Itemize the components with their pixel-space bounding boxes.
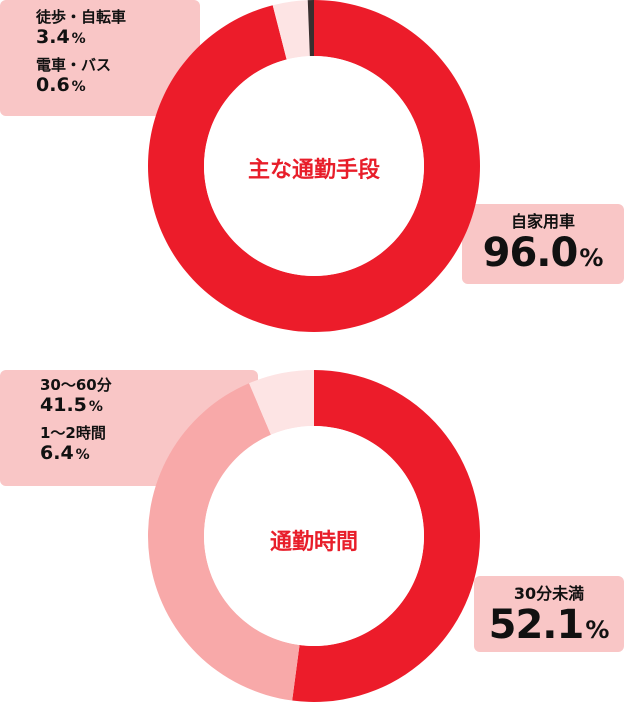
donut-slice-0 (292, 370, 480, 702)
donut-slice-1 (148, 383, 300, 701)
legend-box-minor: 徒歩・自転車 3.4% 電車・バス 0.6% (0, 0, 200, 116)
donut-chart (148, 370, 480, 702)
slice-value: 3.4 (36, 26, 70, 48)
slice-label: 電車・バス (36, 56, 112, 74)
slice-label: 1〜2時間 (40, 424, 106, 442)
donut-hole (204, 56, 424, 276)
slice-label: 30〜60分 (40, 376, 112, 394)
donut-slice-2 (249, 370, 314, 435)
donut-chart (148, 0, 480, 332)
chart-commute-time: 30〜60分 41.5% 1〜2時間 6.4% 30分未満 52.1% 通勤時間 (0, 360, 624, 703)
donut-slice-2 (307, 0, 314, 57)
slice-value: 6.4 (40, 442, 74, 464)
slice-value: 0.6 (36, 74, 70, 96)
donut-slice-0 (148, 0, 480, 332)
donut-slice-1 (272, 0, 310, 60)
chart-title: 通勤時間 (269, 530, 358, 555)
slice-label: 徒歩・自転車 (36, 8, 127, 26)
chart-commute-method: 徒歩・自転車 3.4% 電車・バス 0.6% 自家用車 96.0% 主な通勤手段 (0, 0, 624, 340)
legend-box-major: 自家用車 96.0% (462, 204, 624, 284)
slice-value: 41.5 (40, 394, 87, 416)
chart-title: 主な通勤手段 (247, 158, 380, 183)
slice-label: 自家用車 (510, 212, 575, 231)
slice-value: 96.0 (482, 230, 579, 276)
slice-label: 30分未満 (513, 584, 585, 603)
donut-hole (204, 426, 424, 646)
slice-value: 52.1 (488, 602, 585, 648)
legend-box-major: 30分未満 52.1% (474, 576, 624, 652)
